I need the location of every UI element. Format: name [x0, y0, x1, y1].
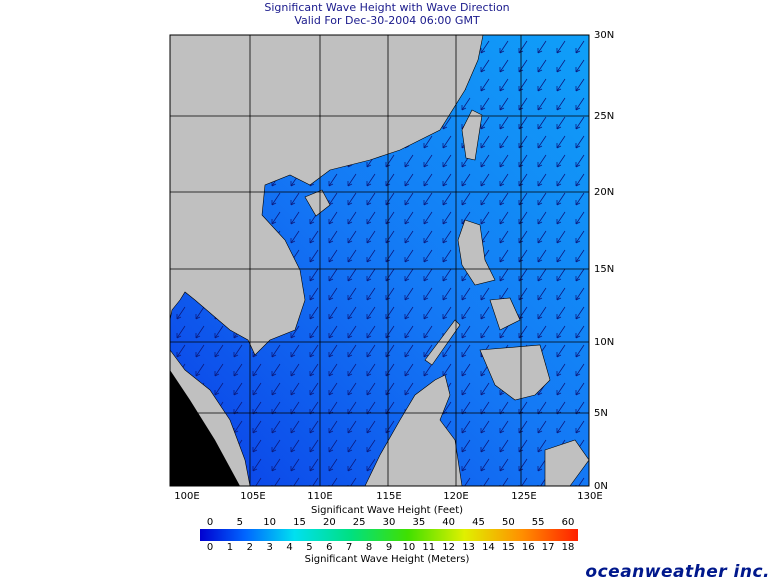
meters-tick: 4 — [286, 542, 292, 553]
meters-tick: 3 — [266, 542, 272, 553]
lon-label: 120E — [443, 491, 468, 502]
meters-tick: 6 — [326, 542, 332, 553]
meters-tick: 11 — [422, 542, 435, 553]
logo: oceanweather inc. — [585, 562, 770, 581]
feet-title: Significant Wave Height (Feet) — [311, 505, 463, 516]
lat-label: 25N — [594, 111, 614, 122]
feet-tick: 0 — [207, 517, 213, 528]
meters-tick: 1 — [227, 542, 233, 553]
meters-tick: 14 — [482, 542, 495, 553]
feet-tick: 30 — [383, 517, 396, 528]
color-scale — [200, 529, 578, 541]
meters-tick: 7 — [346, 542, 352, 553]
feet-tick: 10 — [263, 517, 276, 528]
feet-tick: 35 — [412, 517, 425, 528]
feet-tick: 20 — [323, 517, 336, 528]
lon-label: 105E — [240, 491, 265, 502]
graticule — [170, 35, 589, 486]
feet-tick: 55 — [532, 517, 545, 528]
lat-label: 15N — [594, 264, 614, 275]
meters-tick: 17 — [542, 542, 555, 553]
meters-tick: 10 — [403, 542, 416, 553]
lat-label: 10N — [594, 337, 614, 348]
title: Significant Wave Height with Wave Direct… — [264, 1, 509, 14]
meters-tick: 18 — [562, 542, 575, 553]
meters-tick: 5 — [306, 542, 312, 553]
feet-tick: 50 — [502, 517, 515, 528]
feet-tick: 15 — [293, 517, 306, 528]
sumatra — [170, 370, 240, 486]
feet-tick: 25 — [353, 517, 366, 528]
feet-tick: 45 — [472, 517, 485, 528]
meters-tick: 8 — [366, 542, 372, 553]
lat-label: 20N — [594, 187, 614, 198]
lon-label: 130E — [577, 491, 602, 502]
meters-title: Significant Wave Height (Meters) — [305, 554, 470, 565]
meters-tick: 2 — [247, 542, 253, 553]
lon-label: 110E — [307, 491, 332, 502]
meters-tick: 9 — [386, 542, 392, 553]
feet-tick: 40 — [442, 517, 455, 528]
lat-label: 5N — [594, 408, 608, 419]
lat-label: 30N — [594, 30, 614, 41]
lon-label: 115E — [376, 491, 401, 502]
map-frame — [169, 34, 590, 487]
meters-tick: 12 — [442, 542, 455, 553]
map — [169, 34, 590, 487]
meters-tick: 16 — [522, 542, 535, 553]
meters-tick: 0 — [207, 542, 213, 553]
lon-label: 125E — [511, 491, 536, 502]
meters-tick: 13 — [462, 542, 475, 553]
meters-tick: 15 — [502, 542, 515, 553]
subtitle: Valid For Dec-30-2004 06:00 GMT — [294, 14, 480, 27]
feet-tick: 60 — [562, 517, 575, 528]
feet-tick: 5 — [237, 517, 243, 528]
lat-label: 0N — [594, 481, 608, 492]
lon-label: 100E — [174, 491, 199, 502]
